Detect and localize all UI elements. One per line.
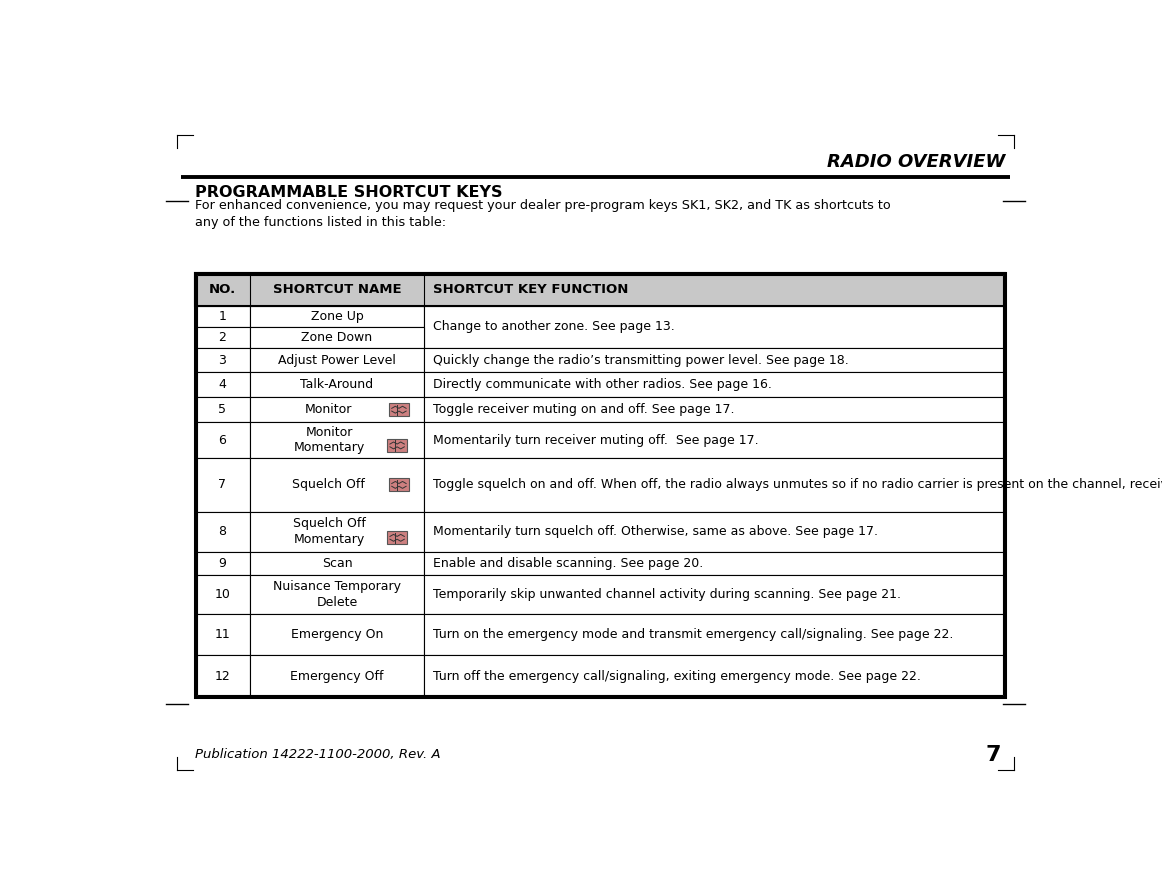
Text: 6: 6 bbox=[218, 434, 227, 446]
Text: 5: 5 bbox=[218, 403, 227, 417]
Text: RADIO OVERVIEW: RADIO OVERVIEW bbox=[827, 153, 1005, 171]
Bar bbox=[250, 306, 424, 327]
Text: Quickly change the radio’s transmitting power level. See page 18.: Quickly change the radio’s transmitting … bbox=[433, 354, 849, 366]
Bar bbox=[250, 397, 424, 422]
Text: Nuisance Temporary: Nuisance Temporary bbox=[273, 581, 401, 593]
Bar bbox=[195, 458, 250, 512]
Bar bbox=[424, 512, 1005, 552]
Bar bbox=[424, 348, 1005, 373]
Text: 1: 1 bbox=[218, 310, 227, 323]
Text: Directly communicate with other radios. See page 16.: Directly communicate with other radios. … bbox=[433, 378, 772, 392]
Bar bbox=[195, 397, 250, 422]
Text: Toggle receiver muting on and off. See page 17.: Toggle receiver muting on and off. See p… bbox=[433, 403, 734, 417]
Bar bbox=[195, 273, 1005, 306]
Text: Emergency On: Emergency On bbox=[290, 628, 383, 642]
Bar bbox=[424, 458, 1005, 512]
Bar bbox=[424, 422, 1005, 458]
Text: Turn on the emergency mode and transmit emergency call/signaling. See page 22.: Turn on the emergency mode and transmit … bbox=[433, 628, 954, 642]
Text: For enhanced convenience, you may request your dealer pre-program keys SK1, SK2,: For enhanced convenience, you may reques… bbox=[195, 199, 890, 228]
Bar bbox=[195, 512, 250, 552]
Bar bbox=[198, 275, 1003, 694]
Text: SHORTCUT NAME: SHORTCUT NAME bbox=[273, 283, 401, 297]
Text: 10: 10 bbox=[215, 588, 230, 601]
Text: 7: 7 bbox=[218, 478, 227, 491]
Text: Adjust Power Level: Adjust Power Level bbox=[278, 354, 396, 366]
Text: Emergency Off: Emergency Off bbox=[290, 669, 383, 683]
Bar bbox=[195, 373, 250, 397]
Bar bbox=[424, 397, 1005, 422]
Bar bbox=[195, 348, 250, 373]
Text: SHORTCUT KEY FUNCTION: SHORTCUT KEY FUNCTION bbox=[433, 283, 629, 297]
Bar bbox=[250, 655, 424, 697]
Bar bbox=[250, 422, 424, 458]
Text: Publication 14222-1100-2000, Rev. A: Publication 14222-1100-2000, Rev. A bbox=[195, 748, 440, 762]
Text: 12: 12 bbox=[215, 669, 230, 683]
Text: Temporarily skip unwanted channel activity during scanning. See page 21.: Temporarily skip unwanted channel activi… bbox=[433, 588, 902, 601]
Text: 11: 11 bbox=[215, 628, 230, 642]
Text: PROGRAMMABLE SHORTCUT KEYS: PROGRAMMABLE SHORTCUT KEYS bbox=[195, 185, 502, 201]
Text: 9: 9 bbox=[218, 557, 227, 570]
Text: Momentarily turn squelch off. Otherwise, same as above. See page 17.: Momentarily turn squelch off. Otherwise,… bbox=[433, 525, 878, 538]
Bar bbox=[424, 306, 1005, 348]
Text: Momentary: Momentary bbox=[294, 533, 365, 547]
Text: Zone Down: Zone Down bbox=[301, 331, 373, 344]
Bar bbox=[195, 552, 250, 575]
Bar bbox=[195, 306, 250, 327]
Text: Monitor: Monitor bbox=[306, 426, 353, 439]
Text: Enable and disable scanning. See page 20.: Enable and disable scanning. See page 20… bbox=[433, 557, 703, 570]
Bar bbox=[389, 478, 409, 492]
Bar bbox=[387, 439, 407, 452]
Text: Zone Up: Zone Up bbox=[310, 310, 364, 323]
Bar bbox=[389, 403, 409, 417]
Bar bbox=[195, 575, 250, 614]
Bar bbox=[424, 655, 1005, 697]
Bar bbox=[250, 552, 424, 575]
Text: Momentarily turn receiver muting off.  See page 17.: Momentarily turn receiver muting off. Se… bbox=[433, 434, 759, 446]
Bar bbox=[424, 575, 1005, 614]
Bar bbox=[195, 614, 250, 655]
Text: 7: 7 bbox=[985, 745, 1000, 764]
Text: 8: 8 bbox=[218, 525, 227, 538]
Text: Momentary: Momentary bbox=[294, 441, 365, 453]
Text: Toggle squelch on and off. When off, the radio always unmutes so if no radio car: Toggle squelch on and off. When off, the… bbox=[433, 478, 1162, 491]
Text: Talk-Around: Talk-Around bbox=[301, 378, 374, 392]
Bar bbox=[250, 373, 424, 397]
Bar bbox=[424, 552, 1005, 575]
Bar bbox=[195, 655, 250, 697]
Text: NO.: NO. bbox=[209, 283, 236, 297]
Bar bbox=[250, 327, 424, 348]
Text: 3: 3 bbox=[218, 354, 227, 366]
Bar bbox=[250, 575, 424, 614]
Bar bbox=[250, 348, 424, 373]
Text: Delete: Delete bbox=[316, 596, 358, 608]
Text: 2: 2 bbox=[218, 331, 227, 344]
Bar bbox=[250, 614, 424, 655]
Text: Scan: Scan bbox=[322, 557, 352, 570]
Bar bbox=[195, 422, 250, 458]
Text: Change to another zone. See page 13.: Change to another zone. See page 13. bbox=[433, 321, 675, 333]
Text: Monitor: Monitor bbox=[304, 403, 352, 417]
Text: 4: 4 bbox=[218, 378, 227, 392]
Bar bbox=[387, 531, 407, 545]
Bar bbox=[250, 512, 424, 552]
Text: Turn off the emergency call/signaling, exiting emergency mode. See page 22.: Turn off the emergency call/signaling, e… bbox=[433, 669, 921, 683]
Bar bbox=[424, 373, 1005, 397]
Bar bbox=[195, 327, 250, 348]
Text: Squelch Off: Squelch Off bbox=[292, 478, 365, 491]
Bar bbox=[195, 273, 1005, 697]
Bar bbox=[424, 614, 1005, 655]
Text: Squelch Off: Squelch Off bbox=[293, 517, 366, 530]
Bar bbox=[250, 458, 424, 512]
